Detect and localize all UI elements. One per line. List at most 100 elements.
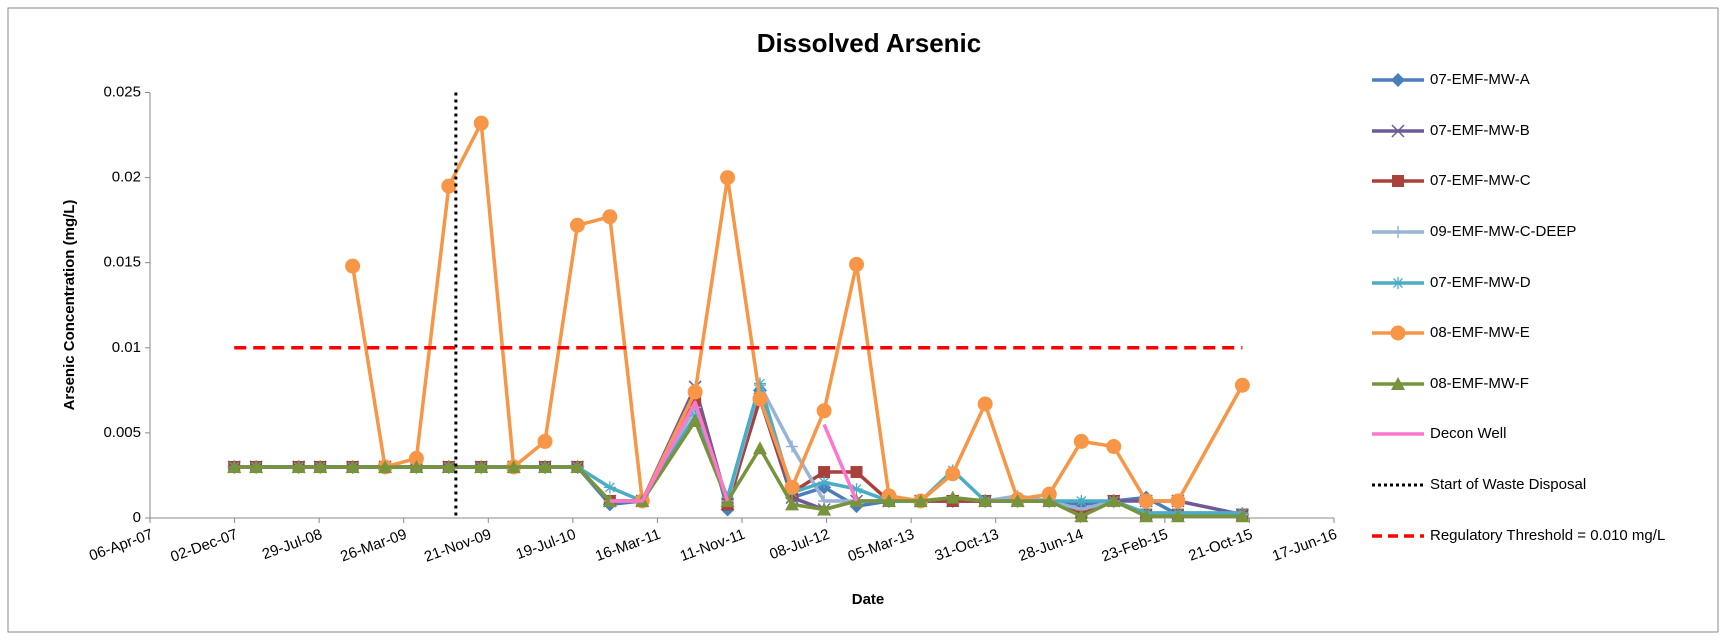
legend-swatch bbox=[1372, 276, 1424, 289]
marker bbox=[538, 459, 553, 473]
marker bbox=[313, 459, 328, 473]
marker bbox=[602, 209, 618, 225]
marker bbox=[1010, 493, 1025, 507]
legend-swatch bbox=[1372, 483, 1424, 487]
marker bbox=[537, 433, 553, 449]
marker bbox=[818, 466, 831, 479]
marker bbox=[816, 403, 832, 419]
legend-swatch bbox=[1372, 175, 1424, 188]
legend-label: Regulatory Threshold = 0.010 mg/L bbox=[1430, 526, 1666, 544]
legend-label: 08-EMF-MW-F bbox=[1430, 374, 1529, 392]
legend-label: 07-EMF-MW-B bbox=[1430, 121, 1530, 139]
legend-entry: 07-EMF-MW-B bbox=[1368, 106, 1708, 157]
marker bbox=[227, 459, 242, 473]
legend-entry: Regulatory Threshold = 0.010 mg/L bbox=[1368, 510, 1708, 561]
marker bbox=[784, 479, 800, 495]
marker bbox=[849, 256, 865, 272]
marker bbox=[1391, 376, 1405, 390]
marker bbox=[1074, 509, 1089, 523]
marker bbox=[378, 459, 393, 473]
series-line bbox=[609, 400, 859, 503]
marker bbox=[945, 466, 961, 482]
x-axis-title: Date bbox=[852, 591, 885, 608]
marker bbox=[1392, 226, 1404, 239]
legend-swatch bbox=[1372, 325, 1424, 341]
marker bbox=[785, 497, 800, 511]
marker bbox=[291, 459, 306, 473]
marker bbox=[603, 481, 616, 494]
marker bbox=[506, 459, 521, 473]
legend-entry: Decon Well bbox=[1368, 409, 1708, 460]
y-tick-label: 0.02 bbox=[112, 169, 141, 186]
marker bbox=[1042, 493, 1057, 507]
marker bbox=[720, 170, 736, 186]
marker bbox=[881, 493, 896, 507]
legend-label: 07-EMF-MW-A bbox=[1430, 71, 1530, 89]
legend-entry: 07-EMF-MW-C bbox=[1368, 156, 1708, 207]
legend-label: Start of Waste Disposal bbox=[1430, 476, 1587, 494]
marker bbox=[945, 490, 960, 504]
marker bbox=[1138, 493, 1154, 509]
marker bbox=[1391, 124, 1405, 138]
legend-label: Decon Well bbox=[1430, 425, 1507, 443]
marker bbox=[850, 483, 863, 496]
marker bbox=[688, 413, 703, 427]
legend-entry: Start of Waste Disposal bbox=[1368, 460, 1708, 511]
marker bbox=[818, 476, 831, 489]
legend-swatch bbox=[1372, 226, 1424, 239]
marker bbox=[441, 178, 457, 194]
marker bbox=[1170, 493, 1186, 509]
marker bbox=[1106, 493, 1121, 507]
marker bbox=[977, 396, 993, 412]
marker bbox=[345, 459, 360, 473]
marker bbox=[1075, 494, 1088, 507]
marker bbox=[687, 384, 703, 400]
marker bbox=[569, 217, 585, 233]
legend-swatch bbox=[1372, 376, 1424, 390]
chart-title: Dissolved Arsenic bbox=[757, 28, 981, 58]
legend-entry: 07-EMF-MW-D bbox=[1368, 257, 1708, 308]
legend-swatch bbox=[1372, 533, 1424, 538]
marker bbox=[1235, 509, 1250, 523]
legend-swatch bbox=[1372, 73, 1424, 88]
marker bbox=[978, 493, 993, 507]
y-tick-label: 0.01 bbox=[112, 339, 141, 356]
marker bbox=[850, 466, 863, 479]
marker bbox=[1391, 73, 1405, 88]
y-tick-label: 0.005 bbox=[103, 424, 141, 441]
marker bbox=[473, 115, 489, 131]
legend: 07-EMF-MW-A 07-EMF-MW-B 07-EMF-MW-C 09-EMF-… bbox=[1368, 55, 1708, 561]
legend-label: 07-EMF-MW-C bbox=[1430, 172, 1531, 190]
marker bbox=[1139, 509, 1154, 523]
y-tick-label: 0.025 bbox=[103, 83, 141, 100]
marker bbox=[786, 440, 799, 453]
marker bbox=[752, 391, 768, 407]
marker bbox=[1234, 377, 1250, 393]
legend-swatch bbox=[1372, 124, 1424, 138]
legend-entry: 09-EMF-MW-C-DEEP bbox=[1368, 207, 1708, 258]
marker bbox=[570, 459, 585, 473]
y-axis-title: Arsenic Concentration (mg/L) bbox=[61, 200, 78, 411]
marker bbox=[1170, 509, 1185, 523]
marker bbox=[441, 459, 456, 473]
legend-swatch bbox=[1372, 432, 1424, 437]
y-tick-label: 0.015 bbox=[103, 254, 141, 271]
y-tick-label: 0 bbox=[133, 509, 141, 526]
marker bbox=[345, 258, 361, 274]
marker bbox=[1390, 325, 1406, 341]
marker bbox=[1392, 276, 1404, 289]
marker bbox=[913, 493, 928, 507]
marker bbox=[409, 459, 424, 473]
marker bbox=[753, 377, 766, 390]
marker bbox=[752, 441, 767, 455]
marker bbox=[1073, 433, 1089, 449]
marker bbox=[1392, 175, 1404, 188]
marker bbox=[1106, 439, 1122, 455]
marker bbox=[817, 502, 832, 516]
legend-entry: 08-EMF-MW-F bbox=[1368, 359, 1708, 410]
marker bbox=[249, 459, 264, 473]
legend-label: 07-EMF-MW-D bbox=[1430, 273, 1531, 291]
marker bbox=[474, 459, 489, 473]
